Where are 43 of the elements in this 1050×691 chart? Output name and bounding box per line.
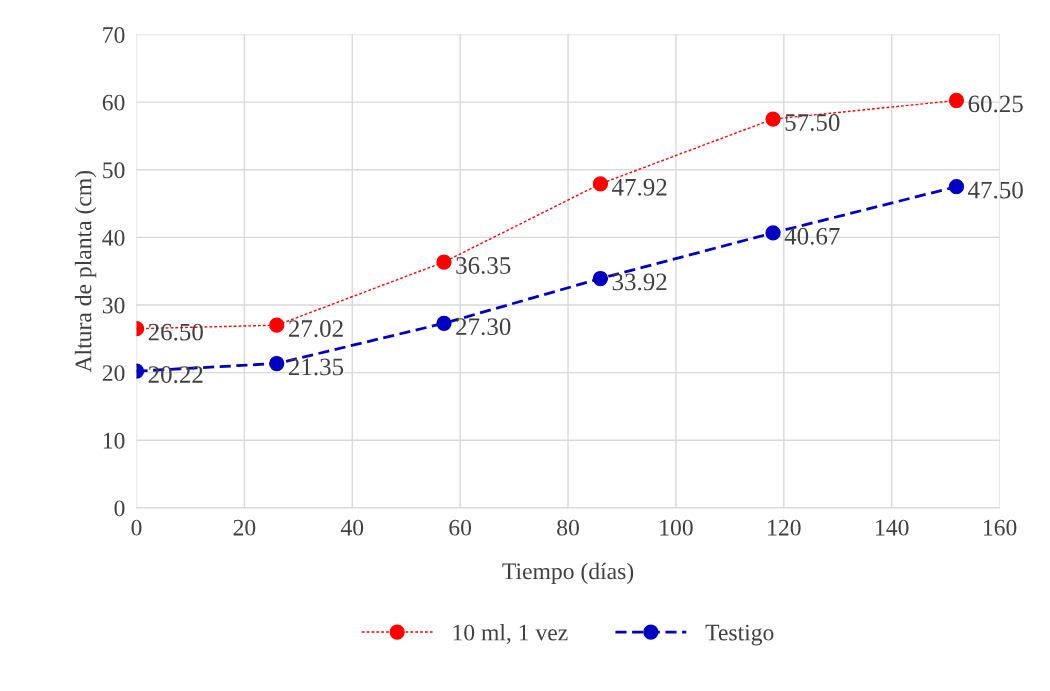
point [948,92,965,109]
data-label: 36.35 [456,257,511,275]
point [436,315,452,331]
x-tick-label: 20 [233,519,256,536]
point [765,111,781,127]
y-tick-label: 70 [103,27,125,43]
point [269,317,285,333]
point [765,225,781,241]
y-tick-label: 10 [103,432,125,449]
y-tick-label: 30 [102,297,125,314]
y-tick-label: 50 [103,162,125,179]
y-tick-label: 40 [102,229,125,246]
x-tick-label: 60 [449,519,472,536]
point [436,254,452,270]
point [269,355,285,372]
y-axis-title: Altura de planta (cm) [74,170,97,373]
legend-label: 10 ml, 1 vez [453,623,568,644]
data-label: 60.25 [968,95,1023,113]
point [592,270,609,287]
x-axis-title: Tiempo (días) [502,562,634,585]
point [948,179,965,195]
y-tick-label: 0 [114,500,125,517]
data-label: 47.50 [968,181,1023,199]
x-tick-label: 40 [340,519,364,536]
x-tick-label: 140 [876,519,909,536]
y-tick-label: 20 [102,365,125,382]
data-label: 33.92 [612,273,667,291]
data-label: 40.67 [784,227,840,245]
legend-label: Testigo [705,624,774,646]
data-label: 21.35 [288,358,344,376]
y-tick-label: 60 [102,94,125,111]
x-tick-label: 160 [983,519,1017,536]
x-tick-label: 100 [660,519,693,536]
data-label: 57.50 [785,114,840,131]
data-label: 26.50 [148,323,203,341]
x-tick-label: 0 [131,519,142,536]
x-tick-label: 80 [557,519,579,536]
x-tick-label: 120 [768,519,801,536]
point [592,176,609,192]
data-label: 20.22 [148,366,203,384]
data-label: 27.30 [456,318,511,336]
data-label: 47.92 [612,178,667,196]
data-label: 27.02 [288,320,343,338]
